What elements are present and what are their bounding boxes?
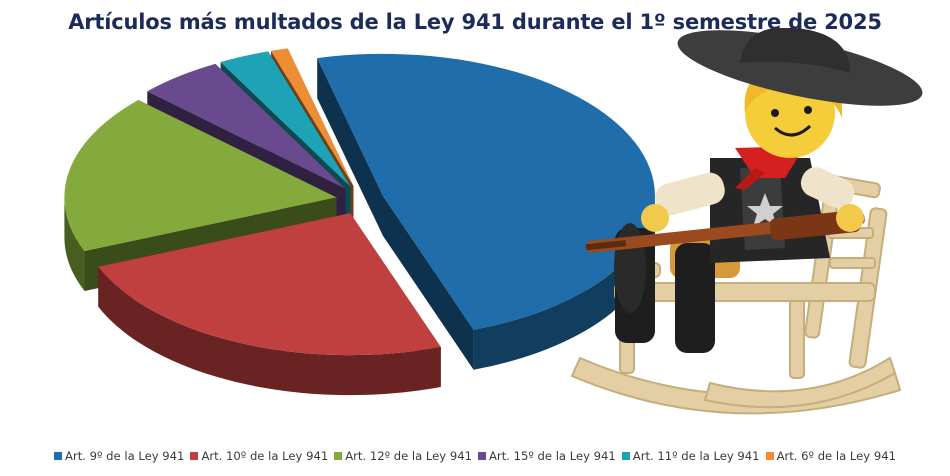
legend-label: Art. 9º de la Ley 941 [65,449,185,463]
legend-item: Art. 9º de la Ley 941 [54,449,184,463]
legend-label: Art. 15º de la Ley 941 [489,449,616,463]
legend-swatch [478,452,486,460]
legend-item: Art. 11º de la Ley 941 [621,449,760,463]
legend-label: Art. 12º de la Ley 941 [345,449,472,463]
legend-swatch [765,452,774,460]
cowboy-figurine-rocking-chair-icon [570,28,923,415]
legend: Art. 9º de la Ley 941 Art. 10º de la Ley … [0,446,950,466]
pie-slice-2 [98,213,441,396]
legend-swatch [334,452,343,460]
legend-label: Art. 10º de la Ley 941 [201,449,329,463]
chart-title: Artículos más multados de la Ley 941 dur… [68,10,882,34]
pie-slices [64,48,655,396]
legend-swatch [54,452,63,460]
legend-label: Art. 11º de la Ley 941 [632,449,760,463]
legend-item: Art. 12º de la Ley 941 [334,449,472,463]
legend-item: Art. 6º de la Ley 941 [765,449,896,463]
legend-swatch [621,452,630,460]
legend-item: Art. 10º de la Ley 941 [190,449,328,463]
legend-swatch [190,452,199,460]
pie-slice-1 [317,53,655,370]
legend-item: Art. 15º de la Ley 941 [478,449,616,463]
legend-label: Art. 6º de la Ley 941 [776,449,896,463]
